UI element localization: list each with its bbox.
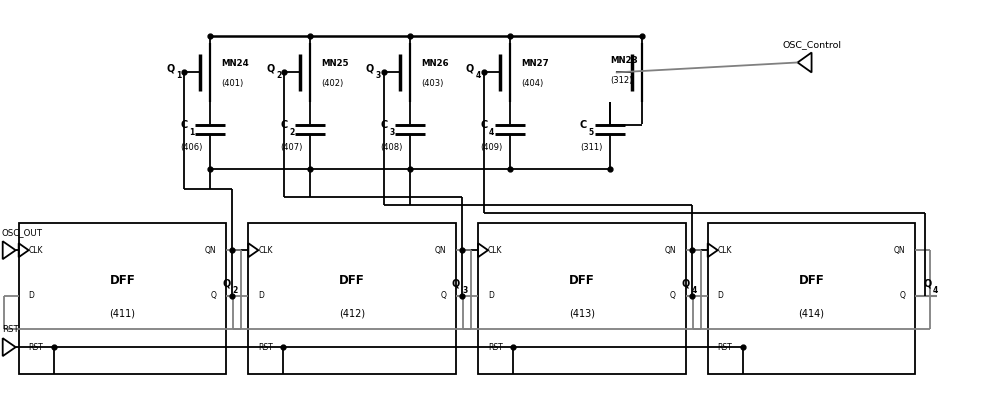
Text: (311): (311) — [580, 143, 602, 152]
Bar — [248, 223, 456, 374]
Text: (404): (404) — [521, 79, 543, 88]
Text: OSC_Control: OSC_Control — [782, 40, 841, 49]
Text: D: D — [29, 291, 35, 300]
Text: 5: 5 — [589, 128, 594, 137]
Text: C: C — [480, 120, 487, 130]
Text: (412): (412) — [339, 309, 365, 319]
Text: 4: 4 — [489, 128, 494, 137]
Bar — [708, 223, 915, 374]
Text: 4: 4 — [933, 286, 938, 295]
Text: Q: Q — [682, 279, 690, 289]
Text: DFF: DFF — [799, 274, 824, 287]
Text: Q: Q — [452, 279, 460, 289]
Text: D: D — [718, 291, 724, 300]
Text: 4: 4 — [476, 71, 481, 80]
Text: 2: 2 — [289, 128, 295, 137]
Text: (408): (408) — [380, 143, 403, 152]
Text: (409): (409) — [480, 143, 502, 152]
Text: MN27: MN27 — [521, 59, 549, 68]
Text: QN: QN — [664, 246, 676, 255]
Text: MN26: MN26 — [421, 59, 449, 68]
Text: (413): (413) — [569, 309, 595, 319]
Text: (411): (411) — [110, 309, 136, 319]
Text: Q: Q — [222, 279, 231, 289]
Text: (407): (407) — [280, 143, 303, 152]
Text: RST: RST — [718, 343, 732, 352]
Text: MN24: MN24 — [221, 59, 249, 68]
Text: Q: Q — [923, 279, 932, 289]
Text: 1: 1 — [176, 71, 181, 80]
Text: 3: 3 — [376, 71, 381, 80]
Text: RST: RST — [488, 343, 503, 352]
Text: Q: Q — [466, 63, 474, 73]
Text: C: C — [180, 120, 188, 130]
Text: 4: 4 — [692, 286, 697, 295]
Text: Q: Q — [266, 63, 274, 73]
Text: Q: Q — [670, 291, 676, 300]
Text: D: D — [488, 291, 494, 300]
Text: DFF: DFF — [110, 274, 135, 287]
Text: DFF: DFF — [339, 274, 365, 287]
Text: (414): (414) — [799, 309, 825, 319]
Text: Q: Q — [366, 63, 374, 73]
Text: (403): (403) — [421, 79, 443, 88]
Bar — [478, 223, 686, 374]
Text: (312): (312) — [610, 76, 632, 85]
Text: QN: QN — [205, 246, 216, 255]
Text: QN: QN — [894, 246, 905, 255]
Text: 3: 3 — [462, 286, 468, 295]
Text: CLK: CLK — [29, 246, 43, 255]
Text: 2: 2 — [276, 71, 281, 80]
Text: Q: Q — [211, 291, 216, 300]
Text: C: C — [280, 120, 288, 130]
Text: Q: Q — [440, 291, 446, 300]
Text: D: D — [258, 291, 264, 300]
Text: 2: 2 — [233, 286, 238, 295]
Text: CLK: CLK — [258, 246, 273, 255]
Text: RST: RST — [258, 343, 273, 352]
Text: RST: RST — [29, 343, 43, 352]
Text: (402): (402) — [321, 79, 343, 88]
Bar — [19, 223, 226, 374]
Text: 1: 1 — [189, 128, 195, 137]
Text: C: C — [580, 120, 587, 130]
Text: CLK: CLK — [488, 246, 503, 255]
Text: MN25: MN25 — [321, 59, 349, 68]
Text: QN: QN — [434, 246, 446, 255]
Text: MN28: MN28 — [610, 56, 637, 65]
Text: Q: Q — [166, 63, 174, 73]
Text: C: C — [380, 120, 387, 130]
Text: (401): (401) — [221, 79, 244, 88]
Text: RST: RST — [2, 325, 18, 334]
Text: DFF: DFF — [569, 274, 595, 287]
Text: CLK: CLK — [718, 246, 732, 255]
Text: 3: 3 — [389, 128, 394, 137]
Text: Q: Q — [900, 291, 905, 300]
Text: (406): (406) — [180, 143, 203, 152]
Text: OSC_OUT: OSC_OUT — [2, 228, 43, 237]
